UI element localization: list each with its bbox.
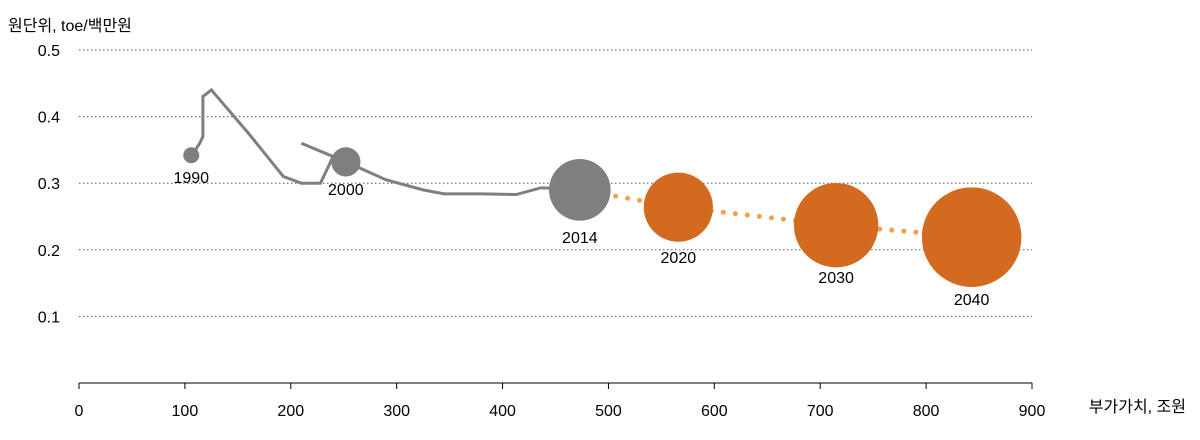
y-axis-title: 원단위, toe/백만원 [8,17,132,35]
y-tick-label: 0.5 [38,43,60,60]
x-axis-title: 부가가치, 조원 [1089,398,1186,416]
bubble-2020 [643,172,713,242]
x-tick-label: 100 [172,403,199,420]
y-tick-label: 0.3 [38,176,60,193]
x-tick-label: 900 [1019,403,1046,420]
x-tick-label: 300 [383,403,410,420]
bubble-label-2000: 2000 [328,182,364,199]
x-tick-label: 500 [595,403,622,420]
projection-trend-line [577,187,975,240]
y-tick-label: 0.4 [38,110,60,127]
bubble-label-2020: 2020 [661,250,697,267]
x-tick-label: 700 [807,403,834,420]
bubble-label-1990: 1990 [173,170,209,187]
bubble-label-2030: 2030 [818,270,854,287]
x-tick-label: 400 [489,403,516,420]
bubble-2000 [331,147,361,177]
historical-line [192,87,579,197]
data-labels: 1990 2000 2014 2020 2030 2040 [173,170,989,309]
y-tick-label: 0.1 [38,309,60,326]
bubble-2014 [549,159,611,221]
x-tick-label: 600 [701,403,728,420]
x-tick-label: 200 [277,403,304,420]
x-tick-label: 0 [75,403,84,420]
x-tick-label: 800 [913,403,940,420]
bubble-label-2014: 2014 [562,230,598,247]
bubble-2030 [793,182,879,268]
bubble-1990 [183,147,200,164]
bubble-label-2040: 2040 [954,292,990,309]
y-tick-label: 0.2 [38,243,60,260]
axes: 0.5 0.4 0.3 0.2 0.1 0 100 200 300 400 500 600 700 800… [38,43,1046,420]
bubble-2040 [921,187,1022,287]
series [183,87,1022,287]
